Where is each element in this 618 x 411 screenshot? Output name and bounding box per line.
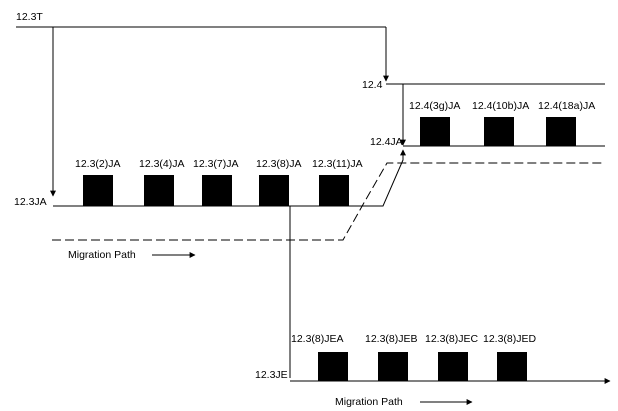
train-label-12-3ja: 12.3JA xyxy=(14,196,47,208)
release-label: 12.3(11)JA xyxy=(312,158,363,170)
release-block xyxy=(378,352,408,381)
release-block xyxy=(497,352,527,381)
train-label-12-4: 12.4 xyxy=(362,79,383,91)
release-block xyxy=(83,175,113,206)
train-label-12-3t: 12.3T xyxy=(16,11,43,23)
release-block xyxy=(319,175,349,206)
migration-path-label-lower: Migration Path xyxy=(335,396,403,408)
release-label: 12.3(8)JEB xyxy=(365,333,418,345)
release-block xyxy=(420,117,450,146)
release-block xyxy=(318,352,348,381)
release-label: 12.3(8)JEA xyxy=(291,333,344,345)
release-label: 12.4(10b)JA xyxy=(472,100,529,112)
release-label: 12.3(8)JEC xyxy=(425,333,479,345)
release-label: 12.3(2)JA xyxy=(75,158,121,170)
release-block xyxy=(144,175,174,206)
release-label: 12.3(7)JA xyxy=(193,158,239,170)
release-label: 12.3(8)JA xyxy=(256,158,302,170)
train-label-12-3je: 12.3JE xyxy=(255,369,288,381)
release-block xyxy=(546,117,576,146)
train-label-12-4ja: 12.4JA xyxy=(370,136,403,148)
release-block xyxy=(202,175,232,206)
release-block xyxy=(259,175,289,206)
migration-path-label-upper: Migration Path xyxy=(68,249,136,261)
release-label: 12.3(4)JA xyxy=(139,158,185,170)
release-label: 12.4(18a)JA xyxy=(538,100,595,112)
release-label: 12.3(8)JED xyxy=(483,333,537,345)
release-block xyxy=(438,352,468,381)
release-label: 12.4(3g)JA xyxy=(409,100,460,112)
release-block xyxy=(484,117,514,146)
